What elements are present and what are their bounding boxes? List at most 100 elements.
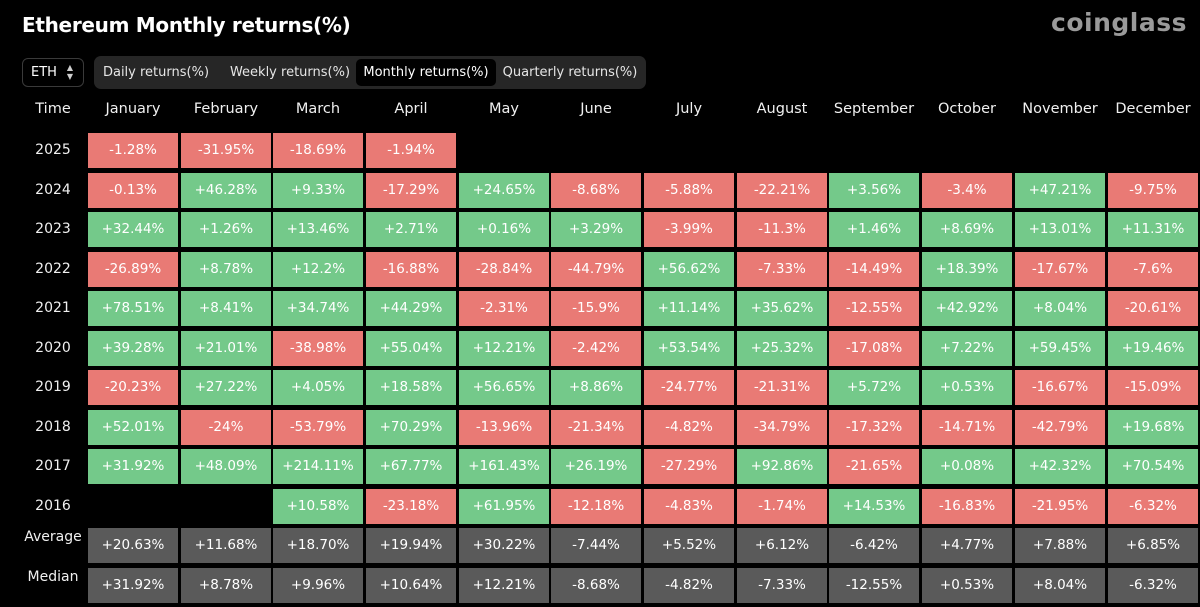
column-header-month: June xyxy=(580,101,612,117)
summary-row-label: Average xyxy=(24,529,82,545)
return-cell: -6.32% xyxy=(1108,488,1198,524)
return-cell: +53.54% xyxy=(644,330,734,366)
column-header-month: March xyxy=(295,101,341,117)
summary-cell: +20.63% xyxy=(88,528,178,563)
return-cell: -53.79% xyxy=(273,409,363,445)
return-cell: -18.69% xyxy=(273,133,363,168)
return-cell: -16.88% xyxy=(366,251,456,287)
column-header-month: December xyxy=(1115,101,1191,117)
summary-cell: +8.78% xyxy=(181,567,271,603)
return-cell: -22.21% xyxy=(737,172,827,208)
return-cell: +56.62% xyxy=(644,251,734,287)
return-cell: -38.98% xyxy=(273,330,363,366)
row-year-label: 2018 xyxy=(35,418,71,435)
row-year-label: 2020 xyxy=(35,339,71,356)
row-year-label: 2023 xyxy=(35,221,71,237)
brand-logo: coinglass xyxy=(1051,8,1187,37)
return-cell: -24.77% xyxy=(644,370,734,405)
return-cell: -4.83% xyxy=(644,488,734,524)
return-cell: +19.68% xyxy=(1108,409,1198,445)
return-cell: +214.11% xyxy=(273,449,363,484)
tab-daily-returns[interactable]: Daily returns(%) xyxy=(102,65,210,80)
summary-cell: +18.70% xyxy=(273,528,363,563)
summary-cell: +4.77% xyxy=(922,528,1012,563)
row-year-label: 2022 xyxy=(35,260,71,277)
return-cell: -17.32% xyxy=(829,409,919,445)
return-cell: -16.67% xyxy=(1015,370,1105,405)
summary-cell: +10.64% xyxy=(366,567,456,603)
return-cell: +24.65% xyxy=(459,172,549,208)
return-cell: +11.31% xyxy=(1108,212,1198,247)
return-cell: +59.45% xyxy=(1015,330,1105,366)
return-cell: -21.31% xyxy=(737,370,827,405)
tab-monthly-returns[interactable]: Monthly returns(%) xyxy=(356,59,496,86)
return-cell: +52.01% xyxy=(88,409,178,445)
return-cell: +34.74% xyxy=(273,291,363,326)
return-cell: +13.46% xyxy=(273,212,363,247)
return-cell: +31.92% xyxy=(88,449,178,484)
summary-row-label: Median xyxy=(27,568,79,585)
return-cell: +32.44% xyxy=(88,212,178,247)
return-cell: +47.21% xyxy=(1015,172,1105,208)
return-cell: +25.32% xyxy=(737,330,827,366)
return-cell: -2.42% xyxy=(551,330,641,366)
return-cell: -13.96% xyxy=(459,409,549,445)
summary-cell: +6.85% xyxy=(1108,528,1198,563)
row-year-label: 2024 xyxy=(35,181,71,198)
summary-cell: -6.42% xyxy=(829,528,919,563)
return-cell: -3.99% xyxy=(644,212,734,247)
row-year-label: 2019 xyxy=(35,379,71,395)
return-cell: +26.19% xyxy=(551,449,641,484)
column-header-month: August xyxy=(756,101,808,117)
column-header-month: September xyxy=(833,101,915,117)
return-cell: -12.55% xyxy=(829,291,919,326)
column-header-month: May xyxy=(489,101,519,117)
return-cell: +14.53% xyxy=(829,488,919,524)
return-cell: +27.22% xyxy=(181,370,271,405)
return-cell: -20.23% xyxy=(88,370,178,405)
column-header-month: April xyxy=(394,101,428,117)
return-cell: +19.46% xyxy=(1108,330,1198,366)
return-cell: -1.94% xyxy=(366,133,456,168)
return-cell: +8.04% xyxy=(1015,291,1105,326)
column-header-month: February xyxy=(193,101,259,117)
return-cell: +9.33% xyxy=(273,172,363,208)
return-cell: -27.29% xyxy=(644,449,734,484)
return-cell: +42.32% xyxy=(1015,449,1105,484)
return-cell: -4.82% xyxy=(644,409,734,445)
column-header-month: October xyxy=(937,101,997,117)
summary-cell: -4.82% xyxy=(644,567,734,603)
asset-select[interactable]: ETH ▲ ▼ xyxy=(22,58,84,87)
return-cell: -44.79% xyxy=(551,251,641,287)
return-cell: +8.41% xyxy=(181,291,271,326)
return-cell: -17.67% xyxy=(1015,251,1105,287)
row-year-label: 2016 xyxy=(35,497,71,514)
tab-quarterly-returns[interactable]: Quarterly returns(%) xyxy=(502,65,638,80)
return-cell: -1.74% xyxy=(737,488,827,524)
return-cell: -1.28% xyxy=(88,133,178,168)
return-cell: -14.49% xyxy=(829,251,919,287)
return-cell: +3.29% xyxy=(551,212,641,247)
return-cell: -21.34% xyxy=(551,409,641,445)
return-cell: +44.29% xyxy=(366,291,456,326)
return-cell: +161.43% xyxy=(459,449,549,484)
row-year-label: 2021 xyxy=(35,300,71,316)
summary-cell: +11.68% xyxy=(181,528,271,563)
summary-cell: -7.33% xyxy=(737,567,827,603)
return-cell: +56.65% xyxy=(459,370,549,405)
return-cell: +13.01% xyxy=(1015,212,1105,247)
return-cell: -3.4% xyxy=(922,172,1012,208)
return-cell: -23.18% xyxy=(366,488,456,524)
return-cell: -15.9% xyxy=(551,291,641,326)
return-cell: +67.77% xyxy=(366,449,456,484)
tab-weekly-returns[interactable]: Weekly returns(%) xyxy=(229,65,351,80)
return-cell: +1.46% xyxy=(829,212,919,247)
summary-cell: +8.04% xyxy=(1015,567,1105,603)
return-cell: +61.95% xyxy=(459,488,549,524)
return-cell: +18.58% xyxy=(366,370,456,405)
return-cell: +7.22% xyxy=(922,330,1012,366)
summary-cell: +5.52% xyxy=(644,528,734,563)
return-cell: -7.6% xyxy=(1108,251,1198,287)
return-cell: -9.75% xyxy=(1108,172,1198,208)
column-header-month: January xyxy=(105,101,161,117)
